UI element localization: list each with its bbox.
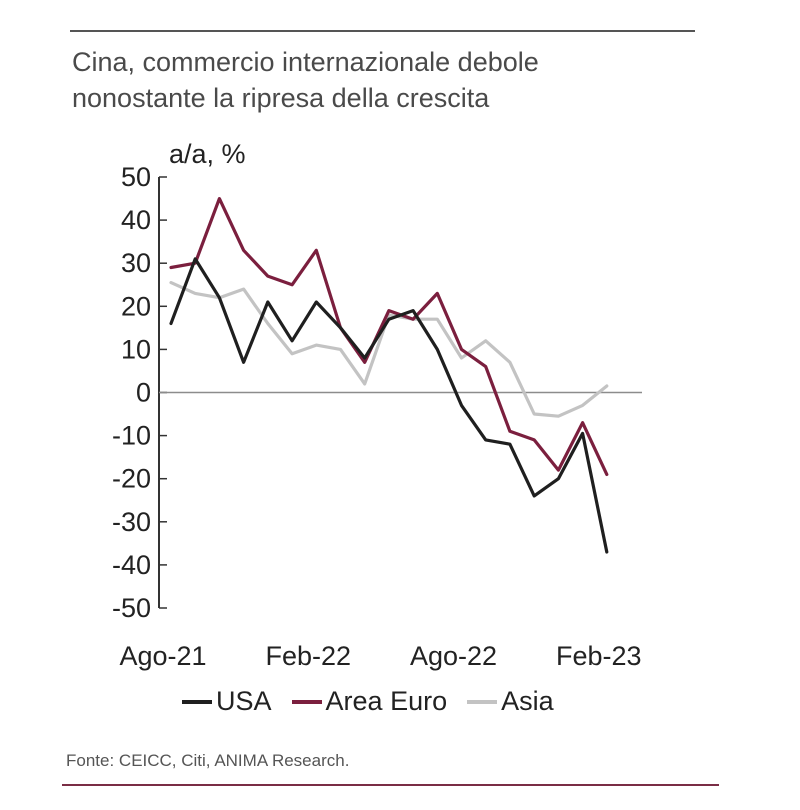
y-tick-label: 40 [121,205,151,235]
y-tick-label: -40 [112,550,151,580]
y-tick-label: -30 [112,507,151,537]
series-line-area-euro [169,197,609,476]
bottom-rule [62,784,719,786]
y-axis-label: a/a, % [169,139,246,169]
x-tick-label: Feb-23 [556,641,642,671]
y-tick-label: 0 [136,378,151,408]
y-tick-label: -10 [112,421,151,451]
legend-item-asia: Asia [467,686,554,717]
y-tick-label: 20 [121,291,151,321]
title-line-2: nonostante la ripresa della crescita [72,83,490,113]
x-tick-label: Ago-21 [119,641,206,671]
line-chart: a/a, % 50 40 30 20 10 0 -10 -20 -30 -40 -50 Ago-21… [112,139,642,671]
legend-item-area-euro: Area Euro [291,686,448,717]
legend-label-usa: USA [216,686,272,716]
legend-swatch-area-euro [291,699,322,704]
y-tick-label: -20 [112,464,151,494]
top-rule [70,30,695,32]
legend-label-asia: Asia [501,686,554,716]
chart-title: Cina, commercio internazionale debole no… [72,44,712,116]
series-line-usa [169,257,609,554]
y-tick-label: -50 [112,593,151,623]
y-axis: 50 40 30 20 10 0 -10 -20 -30 -40 -50 [112,162,167,623]
series-line-asia [169,281,609,418]
legend-label-area-euro: Area Euro [325,686,448,716]
x-tick-label: Feb-22 [265,641,351,671]
legend-swatch-asia [467,699,498,704]
y-tick-label: 30 [121,248,151,278]
source-note: Fonte: CEICC, Citi, ANIMA Research. [66,751,350,770]
x-tick-label: Ago-22 [410,641,497,671]
title-line-1: Cina, commercio internazionale debole [72,47,539,77]
x-axis: Ago-21 Feb-22 Ago-22 Feb-23 [119,641,641,671]
series-lines [169,197,609,554]
legend: USA Area Euro Asia [182,686,574,717]
y-tick-label: 50 [121,162,151,192]
y-tick-label: 10 [121,334,151,364]
legend-item-usa: USA [182,686,272,717]
legend-swatch-usa [182,699,212,704]
